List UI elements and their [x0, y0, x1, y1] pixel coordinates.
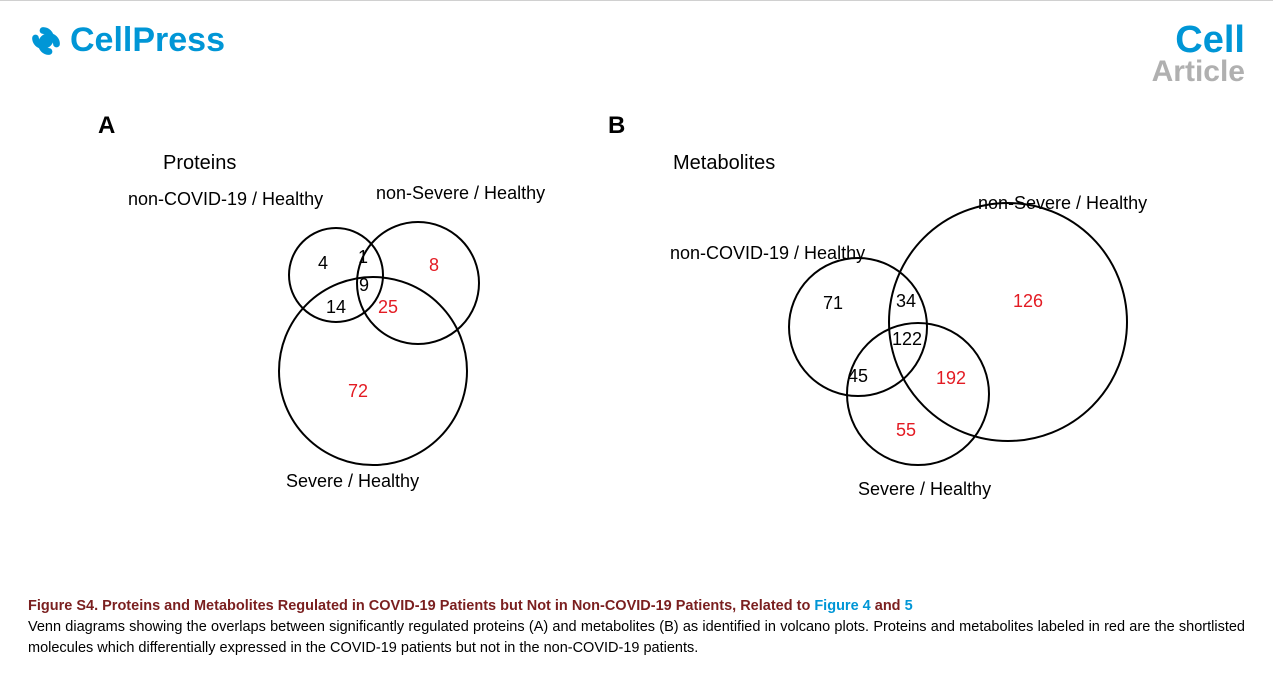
caption-title-mid: and [871, 598, 905, 614]
journal-block: Cell Article [1152, 21, 1245, 87]
venn-value: 14 [326, 297, 346, 318]
panel-title: Metabolites [673, 152, 775, 175]
figure-link[interactable]: Figure 4 [814, 598, 870, 614]
venn-value: 4 [318, 253, 328, 274]
publisher-logo: CellPress [28, 21, 225, 60]
caption-body: Venn diagrams showing the overlaps betwe… [28, 617, 1245, 659]
venn-value: 8 [429, 255, 439, 276]
figure-body: A Proteins non-COVID-19 / Healthy non-Se… [28, 127, 1245, 527]
venn-label-bottom: Severe / Healthy [286, 471, 419, 492]
figure-caption: Figure S4. Proteins and Metabolites Regu… [28, 596, 1245, 659]
venn-value: 34 [896, 291, 916, 312]
venn-circle [278, 276, 468, 466]
caption-title-lead: Figure S4. Proteins and Metabolites Regu… [28, 598, 814, 614]
panel-title: Proteins [163, 152, 236, 175]
venn-value: 25 [378, 297, 398, 318]
venn-label-bottom: Severe / Healthy [858, 479, 991, 500]
venn-value: 55 [896, 420, 916, 441]
venn-value: 72 [348, 381, 368, 402]
publisher-name: CellPress [70, 21, 225, 60]
panel-b: B Metabolites non-COVID-19 / Healthy non… [608, 127, 1208, 527]
page-container: CellPress Cell Article A Proteins non-CO… [0, 0, 1273, 547]
venn-value: 71 [823, 293, 843, 314]
article-type: Article [1152, 57, 1245, 87]
venn-value: 126 [1013, 291, 1043, 312]
panel-letter: A [98, 112, 115, 140]
venn-value: 192 [936, 368, 966, 389]
journal-name: Cell [1152, 21, 1245, 59]
venn-label-right: non-Severe / Healthy [376, 183, 545, 204]
page-header: CellPress Cell Article [28, 21, 1245, 87]
venn-value: 9 [359, 275, 369, 296]
panel-a: A Proteins non-COVID-19 / Healthy non-Se… [98, 127, 568, 527]
venn-value: 1 [358, 247, 368, 268]
venn-value: 122 [892, 329, 922, 350]
venn-label-left: non-COVID-19 / Healthy [128, 189, 323, 210]
venn-value: 45 [848, 366, 868, 387]
panel-letter: B [608, 112, 625, 140]
figure-link[interactable]: 5 [905, 598, 913, 614]
link-icon [28, 23, 64, 59]
